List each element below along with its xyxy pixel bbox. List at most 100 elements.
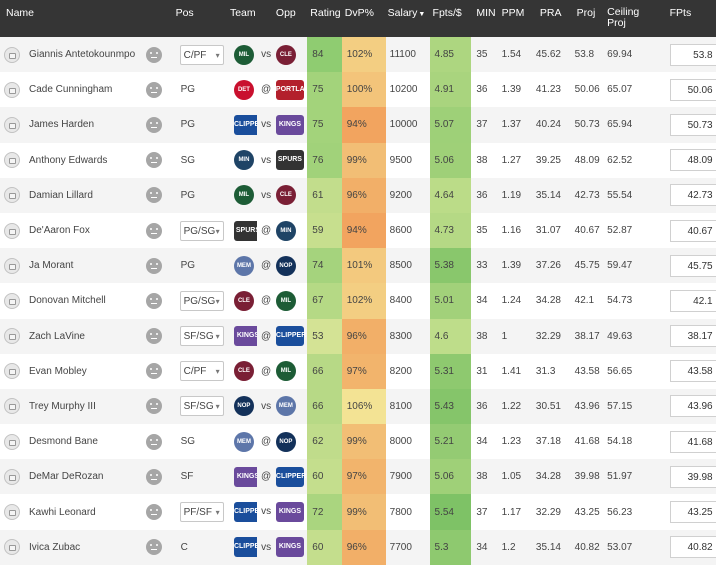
column-header-proj[interactable]: Proj <box>576 7 596 19</box>
neutral-face-icon[interactable] <box>146 398 163 415</box>
dvp-cell: 97% <box>341 459 386 495</box>
fpts-input[interactable]: 41.68 <box>669 430 716 453</box>
neutral-face-icon[interactable] <box>146 433 163 450</box>
lock-icon[interactable] <box>4 328 20 345</box>
position-select[interactable]: SF/SG ▾ <box>179 396 224 417</box>
player-name[interactable]: Anthony Edwards <box>29 154 108 166</box>
neutral-face-icon[interactable] <box>146 152 163 169</box>
column-header-fpts-per-dollar[interactable]: Fpts/$ <box>432 7 462 19</box>
fpts-input[interactable]: 40.67 <box>669 219 716 242</box>
fpts-input[interactable]: 43.25 <box>669 501 716 524</box>
neutral-face-icon[interactable] <box>146 222 163 239</box>
fpts-input[interactable]: 42.1 <box>669 289 716 312</box>
player-name[interactable]: Donovan Mitchell <box>29 295 106 307</box>
position-select[interactable]: PG/SG ▾ <box>179 220 224 241</box>
neutral-face-icon[interactable] <box>146 292 163 309</box>
player-name[interactable]: Ivica Zubac <box>29 541 81 553</box>
column-header-dvp[interactable]: DvP% <box>344 7 374 19</box>
lock-icon[interactable] <box>4 81 20 98</box>
fpts-input[interactable]: 40.82 <box>669 536 716 559</box>
fpts-input[interactable]: 50.06 <box>669 78 716 101</box>
projection-cell: 43.96 <box>574 400 600 412</box>
neutral-face-icon[interactable] <box>146 363 163 380</box>
neutral-face-icon[interactable] <box>146 116 163 133</box>
home-away-indicator: vs <box>261 154 272 166</box>
matchup-separator-cell: @ <box>257 354 276 389</box>
position-select[interactable]: C/PF ▾ <box>179 44 224 65</box>
player-name[interactable]: Evan Mobley <box>29 365 87 377</box>
column-header-lock <box>146 0 175 37</box>
position-select[interactable]: PG/SG ▾ <box>179 290 224 311</box>
column-header-name[interactable]: Name <box>6 7 35 19</box>
lock-icon[interactable] <box>4 363 20 380</box>
player-name[interactable]: Giannis Antetokounmpo <box>29 49 136 61</box>
lock-icon[interactable] <box>4 257 20 274</box>
position-select[interactable]: SF/SG ▾ <box>179 326 224 347</box>
neutral-face-icon[interactable] <box>146 46 163 63</box>
column-header-rating[interactable]: Rating <box>310 7 341 19</box>
bucks-logo-icon: MIL <box>275 290 296 311</box>
neutral-face-icon[interactable] <box>146 187 163 204</box>
neutral-face-icon[interactable] <box>146 257 163 274</box>
lock-icon[interactable] <box>4 539 20 556</box>
player-name[interactable]: DeMar DeRozan <box>29 471 104 483</box>
dvp-cell: 96% <box>341 318 386 354</box>
column-header-pra[interactable]: PRA <box>539 7 562 19</box>
fpts-per-dollar-cell: 5.06 <box>429 142 472 178</box>
fpts-input[interactable]: 50.73 <box>669 113 716 136</box>
minutes-cell: 38 <box>476 471 488 483</box>
lock-icon[interactable] <box>4 116 20 133</box>
column-header-ceiling-proj[interactable]: Ceiling Proj <box>607 6 640 29</box>
lock-icon[interactable] <box>4 292 20 309</box>
fpts-input[interactable]: 45.75 <box>669 254 716 277</box>
home-away-indicator: vs <box>261 119 272 131</box>
fpts-per-dollar-cell: 4.91 <box>429 72 472 108</box>
fpts-input[interactable]: 39.98 <box>669 465 716 488</box>
lock-icon[interactable] <box>4 152 20 169</box>
fpts-input-cell: 42.73 <box>664 178 716 213</box>
fpts-input[interactable]: 48.09 <box>669 149 716 172</box>
column-header-fpts[interactable]: FPts <box>669 7 692 19</box>
player-name[interactable]: Desmond Bane <box>29 436 98 448</box>
lock-icon[interactable] <box>4 468 20 485</box>
lock-icon[interactable] <box>4 222 20 239</box>
player-name[interactable]: De'Aaron Fox <box>29 225 90 237</box>
column-header-min[interactable]: MIN <box>476 7 496 19</box>
neutral-face-icon[interactable] <box>146 539 163 556</box>
player-name[interactable]: Trey Murphy III <box>29 400 96 412</box>
fpts-input[interactable]: 43.58 <box>669 360 716 383</box>
player-status-cell <box>146 459 175 494</box>
lock-icon[interactable] <box>4 504 20 521</box>
player-name[interactable]: Zach LaVine <box>29 330 85 342</box>
column-header-opp[interactable]: Opp <box>275 7 296 19</box>
player-name[interactable]: James Harden <box>29 119 95 131</box>
column-header-salary[interactable]: Salary▼ <box>387 7 426 19</box>
lock-icon[interactable] <box>4 433 20 450</box>
player-name[interactable]: Ja Morant <box>29 260 74 272</box>
lock-icon[interactable] <box>4 46 20 63</box>
neutral-face-icon[interactable] <box>146 468 163 485</box>
home-away-indicator: @ <box>261 471 272 483</box>
column-header-pos[interactable]: Pos <box>175 7 194 19</box>
team-cell: MIL <box>230 178 257 213</box>
fpts-input[interactable]: 38.17 <box>669 325 716 348</box>
neutral-face-icon[interactable] <box>146 81 163 98</box>
position-select[interactable]: PF/SF ▾ <box>179 502 224 523</box>
lock-icon[interactable] <box>4 187 20 204</box>
player-name[interactable]: Cade Cunningham <box>29 84 113 96</box>
column-header-team[interactable]: Team <box>229 7 256 19</box>
fpts-input[interactable]: 43.96 <box>669 395 716 418</box>
column-header-ppm[interactable]: PPM <box>501 7 525 19</box>
table-row: Ivica Zubac C CLIPPERSvsKINGS6096%7700 5.3 3… <box>0 529 716 565</box>
neutral-face-icon[interactable] <box>146 504 163 521</box>
player-name[interactable]: Damian Lillard <box>29 189 93 201</box>
fpts-input[interactable]: 53.8 <box>669 43 716 66</box>
ppm-cell: 1.54 <box>501 49 522 61</box>
position-select[interactable]: C/PF ▾ <box>179 361 224 382</box>
fpts-input[interactable]: 42.73 <box>669 184 716 207</box>
team-cell: NOP <box>230 389 257 424</box>
player-name[interactable]: Kawhi Leonard <box>29 506 96 518</box>
fpts-input-cell: 43.58 <box>664 354 716 389</box>
neutral-face-icon[interactable] <box>146 328 163 345</box>
lock-icon[interactable] <box>4 398 20 415</box>
